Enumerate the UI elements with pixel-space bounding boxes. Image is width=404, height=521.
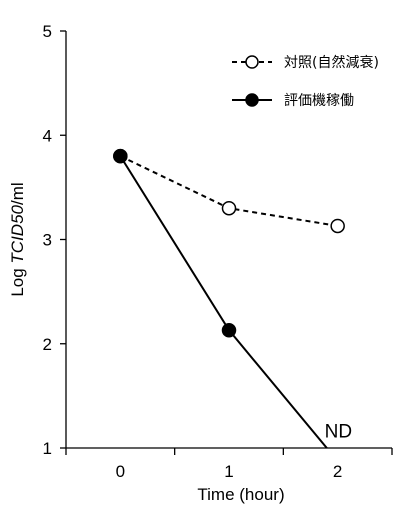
data-point	[330, 218, 345, 234]
data-point	[221, 322, 237, 338]
annotation-label: ND	[325, 422, 352, 443]
series-line-1	[119, 155, 328, 449]
legend-label-0: 対照(自然減衰)	[284, 54, 379, 71]
y-axis-title-italic: TCID50	[8, 204, 27, 263]
data-point	[221, 200, 237, 216]
y-tick-label: 1	[43, 439, 52, 458]
annotations: ND	[325, 422, 352, 443]
y-tick-label: 4	[43, 126, 52, 145]
y-tick-label: 3	[43, 231, 52, 250]
legend: 対照(自然減衰) 評価機稼働	[232, 54, 379, 109]
series-layer	[113, 148, 345, 449]
legend-label-1: 評価機稼働	[284, 93, 354, 109]
y-axis-title-suffix: /ml	[8, 182, 27, 205]
x-axis-title: Time (hour)	[197, 485, 284, 504]
y-tick-label: 5	[43, 22, 52, 41]
legend-marker-1	[245, 93, 259, 107]
y-axis-title-prefix: Log	[8, 264, 27, 297]
x-tick-label: 1	[224, 462, 233, 481]
data-point	[113, 148, 128, 164]
legend-marker-0	[245, 55, 259, 69]
x-tick-label: 2	[333, 462, 342, 481]
y-tick-label: 2	[43, 335, 52, 354]
x-tick-label: 0	[116, 462, 125, 481]
axes: 1 2 3 4 5 0 1 2 Time (hour) Log TCID50/ml	[8, 22, 393, 504]
y-axis-title: Log TCID50/ml	[8, 182, 27, 296]
